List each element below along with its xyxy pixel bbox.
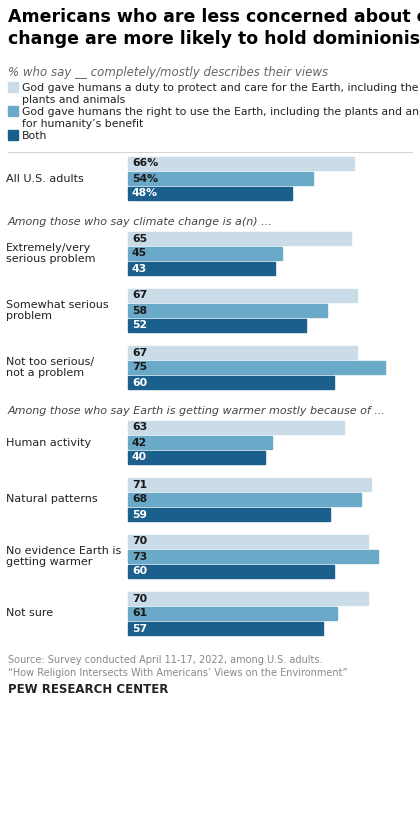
Bar	[128, 592, 368, 605]
Bar	[128, 187, 292, 200]
Bar	[8, 130, 18, 140]
Text: 52: 52	[132, 321, 147, 330]
Bar	[128, 232, 351, 245]
Text: 65: 65	[132, 233, 147, 243]
Text: Natural patterns: Natural patterns	[6, 494, 97, 504]
Text: 48%: 48%	[132, 188, 158, 198]
Text: All U.S. adults: All U.S. adults	[6, 174, 84, 184]
Bar	[128, 319, 306, 332]
Text: 63: 63	[132, 423, 147, 432]
Text: Somewhat serious
problem: Somewhat serious problem	[6, 299, 109, 322]
Text: 54%: 54%	[132, 174, 158, 184]
Text: 70: 70	[132, 536, 147, 547]
Text: Not sure: Not sure	[6, 609, 53, 619]
Text: Americans who are less concerned about climate
change are more likely to hold do: Americans who are less concerned about c…	[8, 8, 420, 47]
Bar	[128, 550, 378, 563]
Text: No evidence Earth is
getting warmer: No evidence Earth is getting warmer	[6, 546, 121, 567]
Bar	[128, 172, 313, 185]
Text: 43: 43	[132, 264, 147, 273]
Bar	[128, 607, 337, 620]
Text: 61: 61	[132, 609, 147, 619]
Text: 70: 70	[132, 593, 147, 604]
Bar	[128, 478, 371, 491]
Text: 42: 42	[132, 437, 147, 447]
Bar	[128, 289, 357, 302]
Text: 67: 67	[132, 290, 147, 300]
Text: 73: 73	[132, 552, 147, 561]
Text: 60: 60	[132, 378, 147, 388]
Text: 71: 71	[132, 480, 147, 490]
Text: Extremely/very
serious problem: Extremely/very serious problem	[6, 242, 95, 264]
Bar	[128, 565, 333, 578]
Text: Human activity: Human activity	[6, 437, 91, 447]
Text: % who say __ completely/mostly describes their views: % who say __ completely/mostly describes…	[8, 66, 328, 79]
Text: PEW RESEARCH CENTER: PEW RESEARCH CENTER	[8, 683, 168, 696]
Bar	[128, 436, 272, 449]
Text: 40: 40	[132, 453, 147, 463]
Text: Source: Survey conducted April 11-17, 2022, among U.S. adults.
“How Religion Int: Source: Survey conducted April 11-17, 20…	[8, 655, 348, 678]
Text: 59: 59	[132, 509, 147, 520]
Text: 67: 67	[132, 348, 147, 357]
Bar	[128, 304, 327, 317]
Bar	[128, 262, 275, 275]
Text: Both: Both	[22, 131, 47, 141]
Text: 68: 68	[132, 494, 147, 504]
Bar	[128, 493, 361, 506]
Bar	[128, 376, 333, 389]
Bar	[128, 361, 385, 374]
Bar	[128, 157, 354, 170]
Text: 58: 58	[132, 305, 147, 316]
Text: 75: 75	[132, 362, 147, 372]
Text: Among those who say climate change is a(n) ...: Among those who say climate change is a(…	[8, 217, 273, 227]
Bar	[128, 421, 344, 434]
Bar	[128, 451, 265, 464]
Text: God gave humans the right to use the Earth, including the plants and animals,
fo: God gave humans the right to use the Ear…	[22, 107, 420, 129]
Bar	[128, 346, 357, 359]
Bar	[8, 106, 18, 116]
Text: 66%: 66%	[132, 158, 158, 168]
Text: Among those who say Earth is getting warmer mostly because of ...: Among those who say Earth is getting war…	[8, 406, 386, 416]
Bar	[128, 535, 368, 548]
Text: 45: 45	[132, 249, 147, 259]
Bar	[128, 508, 330, 521]
Bar	[128, 622, 323, 635]
Text: God gave humans a duty to protect and care for the Earth, including the
plants a: God gave humans a duty to protect and ca…	[22, 83, 418, 104]
Text: 60: 60	[132, 566, 147, 576]
Bar	[8, 82, 18, 92]
Bar	[128, 247, 282, 260]
Text: 57: 57	[132, 623, 147, 633]
Text: Not too serious/
not a problem: Not too serious/ not a problem	[6, 357, 94, 379]
